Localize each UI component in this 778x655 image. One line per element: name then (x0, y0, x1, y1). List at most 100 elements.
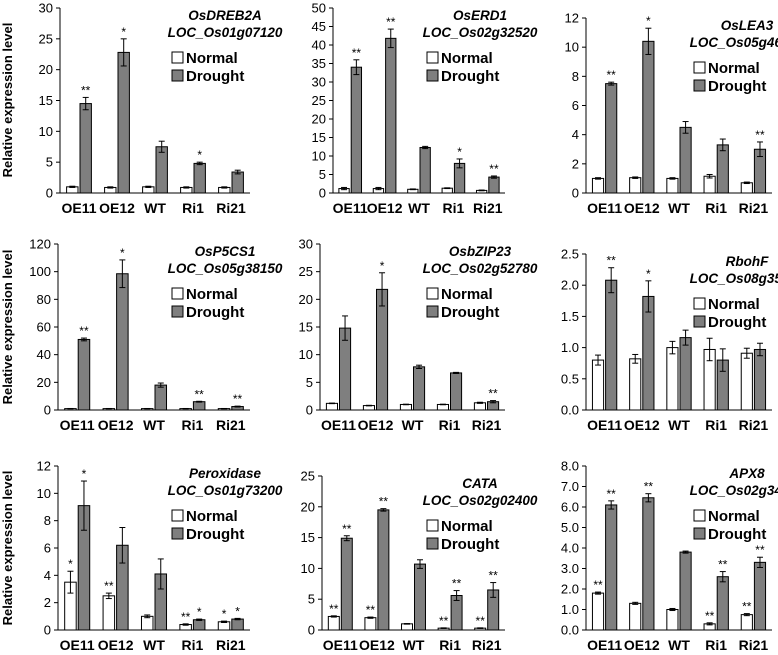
significance-label: * (120, 246, 125, 260)
bar-drought-wt (414, 563, 426, 631)
legend-label-drought: Drought (186, 526, 244, 543)
significance-label: * (380, 259, 385, 273)
gene-name: OsERD1 (453, 8, 507, 23)
y-tick-label: 10 (37, 486, 51, 501)
y-axis-title: Relative expression level (0, 23, 15, 178)
bar-drought-oe11 (340, 537, 353, 631)
chart-panel-osdreb2a: 0 5 10 15 20 25 30 ** OE11 * OE12 WT * Ri1 Ri21 OsDREB2… (0, 1, 283, 217)
y-tick-label: 20 (301, 499, 315, 514)
legend-swatch-drought (693, 527, 706, 540)
y-tick-label: 0.0 (561, 623, 579, 638)
significance-label: ** (104, 579, 114, 593)
y-tick-label: 2 (572, 156, 579, 171)
y-tick-label: 2.5 (561, 247, 579, 262)
y-tick-label: 7.0 (561, 479, 579, 494)
y-tick-label: 120 (29, 237, 51, 252)
bar-drought-ri21 (753, 348, 767, 411)
x-tick-label: OE12 (358, 417, 394, 433)
legend-label-normal: Normal (441, 286, 493, 303)
legend-swatch-drought (426, 305, 439, 318)
bar-drought-ri21 (753, 561, 767, 631)
y-tick-label: 5 (319, 167, 326, 182)
chart-panel-osp5cs1: 0 20 40 60 80 100 120 ** OE11 * OE12 WT ** Ri1 ** Ri21 O… (0, 237, 283, 434)
gene-name: OsP5CS1 (195, 244, 256, 259)
x-tick-label: Ri1 (182, 417, 204, 433)
bar-drought-wt (679, 551, 692, 631)
bar-drought-oe12 (642, 497, 655, 631)
y-tick-label: 5.0 (561, 520, 579, 535)
y-axis-title: Relative expression level (0, 471, 15, 626)
bar-drought-ri1 (450, 372, 463, 411)
y-tick-label: 25 (312, 93, 326, 108)
y-tick-label: 50 (312, 1, 326, 16)
significance-label: ** (379, 495, 389, 509)
chart-panel-oslea3: 0 2 4 6 8 10 12 ** OE11 * OE12 WT Ri1 ** Ri21 OsLEA3 LOC… (565, 11, 778, 217)
gene-name: OsDREB2A (188, 8, 262, 23)
x-tick-label: Ri21 (216, 200, 246, 216)
y-tick-label: 5 (306, 375, 313, 390)
gene-locus: LOC_Os05g38150 (168, 261, 283, 276)
y-tick-label: 0 (306, 403, 313, 418)
bar-normal-wt (401, 623, 413, 631)
y-tick-label: 25 (39, 31, 53, 46)
legend-swatch-drought (693, 79, 706, 92)
significance-label: ** (366, 603, 376, 617)
significance-label: ** (593, 578, 603, 592)
y-tick-label: 6 (572, 98, 579, 113)
legend-swatch-drought (693, 315, 706, 328)
legend-swatch-normal (426, 287, 439, 300)
x-tick-label: Ri21 (216, 417, 246, 433)
x-tick-label: Ri21 (473, 200, 503, 216)
x-tick-label: Ri1 (439, 417, 461, 433)
legend-label-drought: Drought (708, 526, 766, 543)
y-tick-label: 0 (46, 186, 53, 201)
legend-label-normal: Normal (708, 60, 760, 77)
bar-drought-oe11 (605, 83, 618, 194)
bar-drought-ri21 (231, 171, 244, 194)
significance-label: ** (81, 83, 91, 97)
y-tick-label: 20 (299, 292, 313, 307)
y-tick-label: 15 (39, 93, 53, 108)
x-tick-label: Ri21 (739, 200, 769, 216)
significance-label: ** (607, 487, 617, 501)
y-tick-label: 4.0 (561, 541, 579, 556)
x-tick-label: OE11 (61, 200, 96, 216)
x-tick-label: OE12 (359, 637, 395, 653)
significance-label: * (222, 607, 227, 621)
significance-label: * (121, 25, 126, 39)
bar-drought-oe12 (642, 295, 655, 411)
bar-normal-ri1 (436, 403, 449, 411)
significance-label: ** (79, 324, 89, 338)
bar-normal-ri21 (740, 352, 753, 411)
bar-normal-oe12 (629, 358, 642, 411)
y-tick-label: 30 (299, 237, 313, 252)
x-tick-label: WT (668, 417, 690, 433)
x-tick-label: OE12 (624, 637, 660, 653)
y-tick-label: 40 (37, 347, 51, 362)
x-tick-label: OE12 (99, 200, 135, 216)
bar-drought-wt (419, 146, 431, 194)
x-tick-label: Ri1 (182, 200, 204, 216)
y-axis-title: Relative expression level (0, 250, 15, 405)
bar-drought-ri1 (192, 619, 206, 631)
legend-swatch-drought (171, 69, 184, 82)
bar-drought-wt (155, 146, 168, 194)
legend-label-drought: Drought (441, 68, 499, 85)
y-tick-label: 4 (572, 127, 579, 142)
x-tick-label: WT (668, 637, 690, 653)
y-tick-label: 10 (299, 347, 313, 362)
y-tick-label: 45 (312, 19, 326, 34)
significance-label: ** (476, 614, 486, 628)
y-tick-label: 8.0 (561, 459, 579, 474)
bar-normal-wt (666, 347, 679, 411)
y-tick-label: 60 (37, 320, 51, 335)
gene-locus: LOC_Os02g32520 (423, 25, 538, 40)
legend-swatch-drought (426, 537, 439, 550)
x-tick-label: Ri1 (705, 417, 727, 433)
bar-normal-ri21 (217, 621, 231, 631)
y-tick-label: 25 (301, 469, 315, 484)
y-tick-label: 2.0 (561, 278, 579, 293)
bar-drought-oe12 (377, 509, 390, 631)
bar-normal-oe12 (629, 602, 642, 631)
